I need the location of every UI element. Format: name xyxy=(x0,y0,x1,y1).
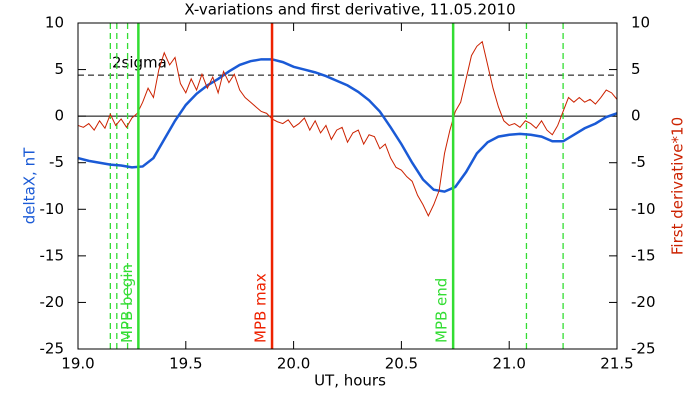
marker-label: MPB end xyxy=(433,278,451,343)
y2-axis-label: First derivative*10 xyxy=(669,117,687,255)
y-tick-label: -25 xyxy=(40,340,65,358)
marker-label: MPB max xyxy=(252,273,270,343)
chart-title: X-variations and first derivative, 11.05… xyxy=(184,1,515,19)
y-tick-label: -5 xyxy=(49,153,64,171)
y2-tick-label: 5 xyxy=(631,60,641,78)
plot-frame xyxy=(77,22,618,350)
y-tick-label: 5 xyxy=(54,60,64,78)
y-tick-label: 0 xyxy=(54,107,64,125)
series-line xyxy=(77,58,618,193)
y-tick-label: -20 xyxy=(40,293,65,311)
series-line xyxy=(77,40,618,217)
y-tick-label: -15 xyxy=(40,246,65,264)
y2-tick-label: -20 xyxy=(631,293,656,311)
y2-tick-label: -15 xyxy=(631,246,656,264)
x-tick-label: 20.0 xyxy=(277,355,310,373)
x-axis-label: UT, hours xyxy=(314,372,386,390)
y2-tick-label: -10 xyxy=(631,200,656,218)
marker-label: MPB begin xyxy=(118,264,136,343)
y-tick-label: -10 xyxy=(40,200,65,218)
y2-tick-label: -5 xyxy=(631,153,646,171)
y-tick-label: 10 xyxy=(45,14,64,32)
x-tick-label: 19.5 xyxy=(169,355,202,373)
y2-tick-label: -25 xyxy=(631,340,656,358)
x-tick-label: 21.5 xyxy=(600,355,633,373)
y2-tick-label: 10 xyxy=(631,14,650,32)
x-tick-label: 21.0 xyxy=(492,355,525,373)
x-tick-label: 19.0 xyxy=(61,355,94,373)
y-axis-label: deltaX, nT xyxy=(21,147,39,224)
x-tick-label: 20.5 xyxy=(385,355,418,373)
y2-tick-label: 0 xyxy=(631,107,641,125)
